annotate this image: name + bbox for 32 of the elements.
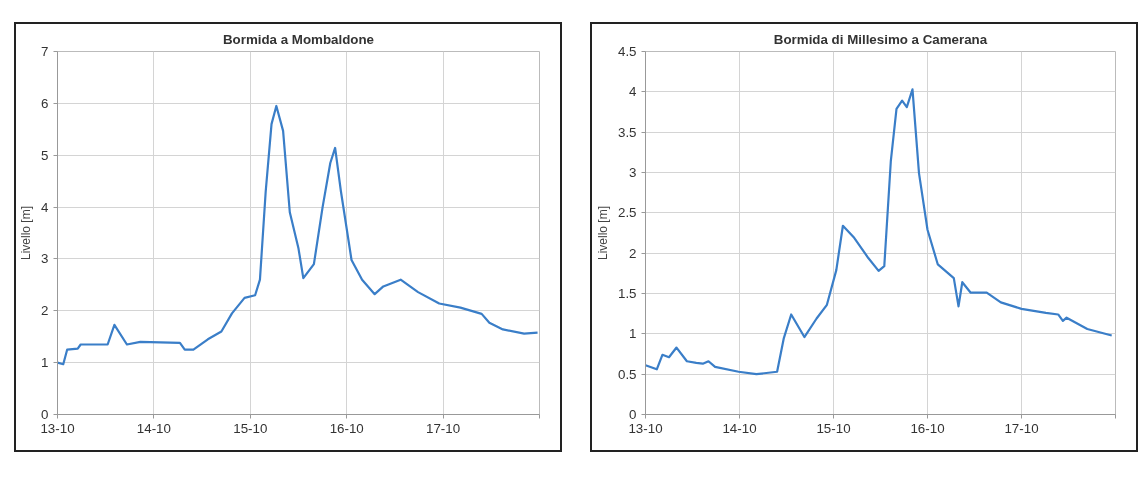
y-tick-label: 1 bbox=[41, 355, 49, 371]
y-tick-label: 2 bbox=[41, 303, 49, 319]
x-tick-label: 16-10 bbox=[910, 420, 945, 436]
x-tick-label: 13-10 bbox=[628, 420, 663, 436]
y-tick-label: 4.5 bbox=[617, 44, 637, 59]
y-axis-title: Livello [m] bbox=[19, 205, 34, 261]
y-tick-label: 3 bbox=[629, 165, 637, 180]
y-tick-label: 0 bbox=[41, 407, 49, 422]
y-tick-label: 5 bbox=[41, 147, 49, 163]
x-tick-label: 14-10 bbox=[136, 420, 171, 436]
y-tick-label: 4 bbox=[41, 199, 50, 215]
x-tick-label: 17-10 bbox=[426, 420, 461, 436]
x-tick-label: 13-10 bbox=[40, 420, 75, 436]
x-tick-label: 16-10 bbox=[329, 420, 364, 436]
x-tick-label: 14-10 bbox=[722, 420, 757, 436]
y-tick-label: 3 bbox=[41, 251, 49, 267]
y-tick-label: 7 bbox=[41, 44, 49, 59]
chart-title: Bormida a Mombaldone bbox=[222, 31, 375, 47]
y-tick-label: 3.5 bbox=[617, 124, 637, 140]
y-tick-label: 2 bbox=[629, 245, 637, 261]
y-tick-label: 6 bbox=[41, 95, 49, 111]
y-tick-label: 1 bbox=[629, 326, 637, 342]
y-tick-label: 1.5 bbox=[617, 286, 637, 301]
y-tick-label: 4 bbox=[629, 84, 638, 100]
y-tick-label: 0 bbox=[629, 407, 637, 422]
y-axis-title: Livello [m] bbox=[595, 205, 610, 261]
x-tick-label: 15-10 bbox=[233, 420, 268, 436]
chart-title: Bormida di Millesimo a Camerana bbox=[773, 31, 988, 47]
y-tick-label: 2.5 bbox=[617, 205, 637, 221]
x-tick-label: 15-10 bbox=[816, 420, 851, 436]
y-tick-label: 0.5 bbox=[617, 366, 637, 382]
x-tick-label: 17-10 bbox=[1004, 420, 1039, 436]
